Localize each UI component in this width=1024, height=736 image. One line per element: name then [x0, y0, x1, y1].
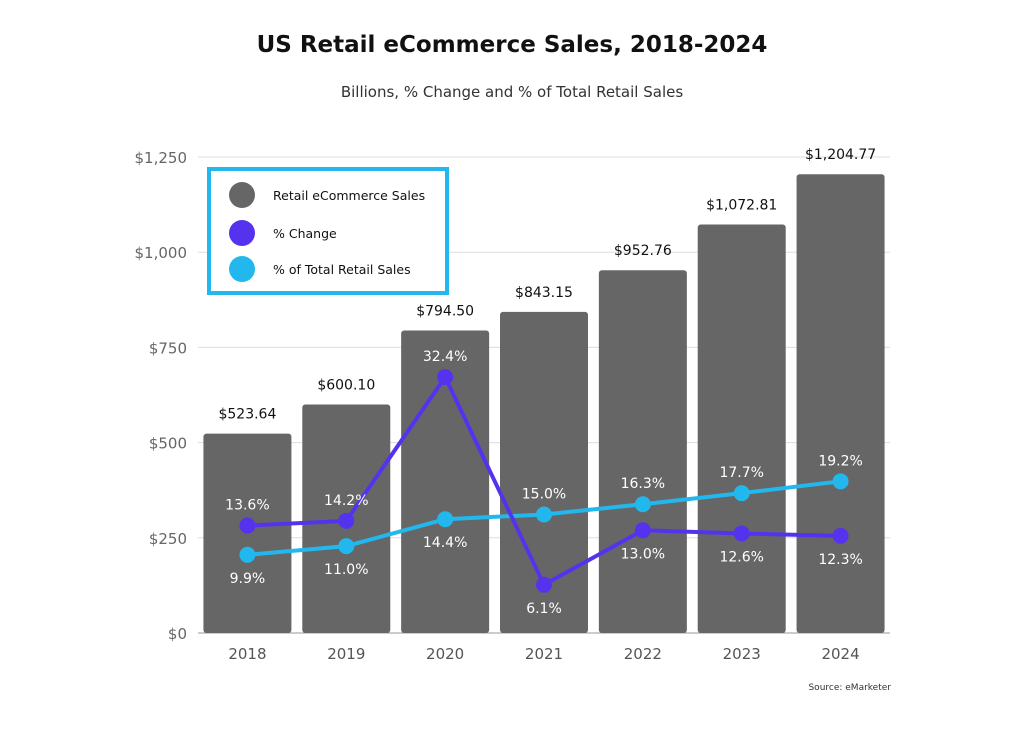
- y-tick-label: $0: [168, 625, 187, 643]
- bar: [500, 311, 588, 633]
- line-value-label: 11.0%: [324, 562, 368, 578]
- x-tick-label: 2024: [821, 645, 859, 663]
- line-value-label: 17.7%: [719, 465, 763, 481]
- line-value-label: 9.9%: [230, 571, 266, 587]
- data-point: [338, 538, 355, 555]
- line-value-label: 14.2%: [324, 493, 368, 509]
- legend-label: % Change: [273, 226, 337, 241]
- data-point: [832, 527, 849, 544]
- legend-label: % of Total Retail Sales: [273, 262, 411, 277]
- bar-value-label: $523.64: [218, 407, 276, 423]
- line-value-label: 12.3%: [818, 552, 862, 568]
- legend-label: Retail eCommerce Sales: [273, 188, 425, 203]
- data-point: [239, 517, 256, 534]
- data-point: [536, 576, 552, 593]
- x-tick-label: 2022: [624, 645, 662, 663]
- line-value-label: 13.6%: [225, 498, 269, 514]
- line-value-label: 15.0%: [522, 487, 566, 503]
- x-tick-label: 2019: [327, 645, 365, 663]
- bar: [598, 270, 687, 633]
- x-tick-label: 2018: [228, 645, 266, 663]
- data-point: [733, 525, 750, 542]
- y-tick-label: $1,250: [135, 149, 188, 167]
- line-layer: [239, 369, 849, 593]
- data-point: [832, 473, 849, 490]
- line-value-label: 12.6%: [719, 549, 763, 565]
- y-tick-label: $250: [149, 530, 187, 548]
- legend-swatch: [229, 182, 255, 208]
- data-point: [239, 546, 256, 563]
- bar-value-label: $843.15: [515, 285, 573, 301]
- bar: [796, 174, 885, 634]
- data-point: [634, 522, 651, 539]
- line-value-label: 16.3%: [621, 476, 665, 492]
- axis-layer: $0 $250 $500 $750 $1,000 $1,250 2018 2019 2020 20…: [135, 149, 860, 663]
- y-tick-label: $500: [149, 435, 187, 453]
- chart-subtitle: Billions, % Change and % of Total Retail…: [341, 83, 684, 101]
- line-value-label: 13.0%: [621, 546, 665, 562]
- chart-title: US Retail eCommerce Sales, 2018-2024: [257, 32, 768, 58]
- data-point: [437, 511, 454, 528]
- data-point: [437, 369, 454, 386]
- x-tick-label: 2023: [723, 645, 761, 663]
- data-point: [338, 512, 355, 529]
- data-point: [634, 496, 651, 513]
- line-value-label: 32.4%: [423, 349, 467, 365]
- y-tick-label: $750: [149, 339, 187, 357]
- bar-value-label: $1,072.81: [706, 197, 777, 213]
- bar-value-label: $1,204.77: [805, 147, 876, 163]
- bar-value-label: $600.10: [317, 377, 375, 393]
- legend-swatch: [229, 220, 255, 246]
- legend-swatch: [229, 256, 255, 282]
- x-tick-label: 2021: [525, 645, 563, 663]
- y-tick-label: $1,000: [135, 244, 188, 262]
- line-value-label: 6.1%: [526, 601, 562, 617]
- bar-value-label: $952.76: [614, 243, 672, 259]
- label-layer: $523.64 $600.10 $794.50 $843.15 $952.76 $1,07…: [218, 147, 876, 617]
- bar-value-label: $794.50: [416, 303, 474, 319]
- bar: [697, 224, 786, 634]
- line-value-label: 14.4%: [423, 535, 467, 551]
- line-value-label: 19.2%: [818, 453, 862, 469]
- data-point: [733, 485, 750, 502]
- data-point: [536, 506, 552, 523]
- legend: Retail eCommerce Sales % Change % of Total…: [207, 167, 449, 295]
- x-tick-label: 2020: [426, 645, 464, 663]
- source-note: Source: eMarketer: [808, 683, 891, 693]
